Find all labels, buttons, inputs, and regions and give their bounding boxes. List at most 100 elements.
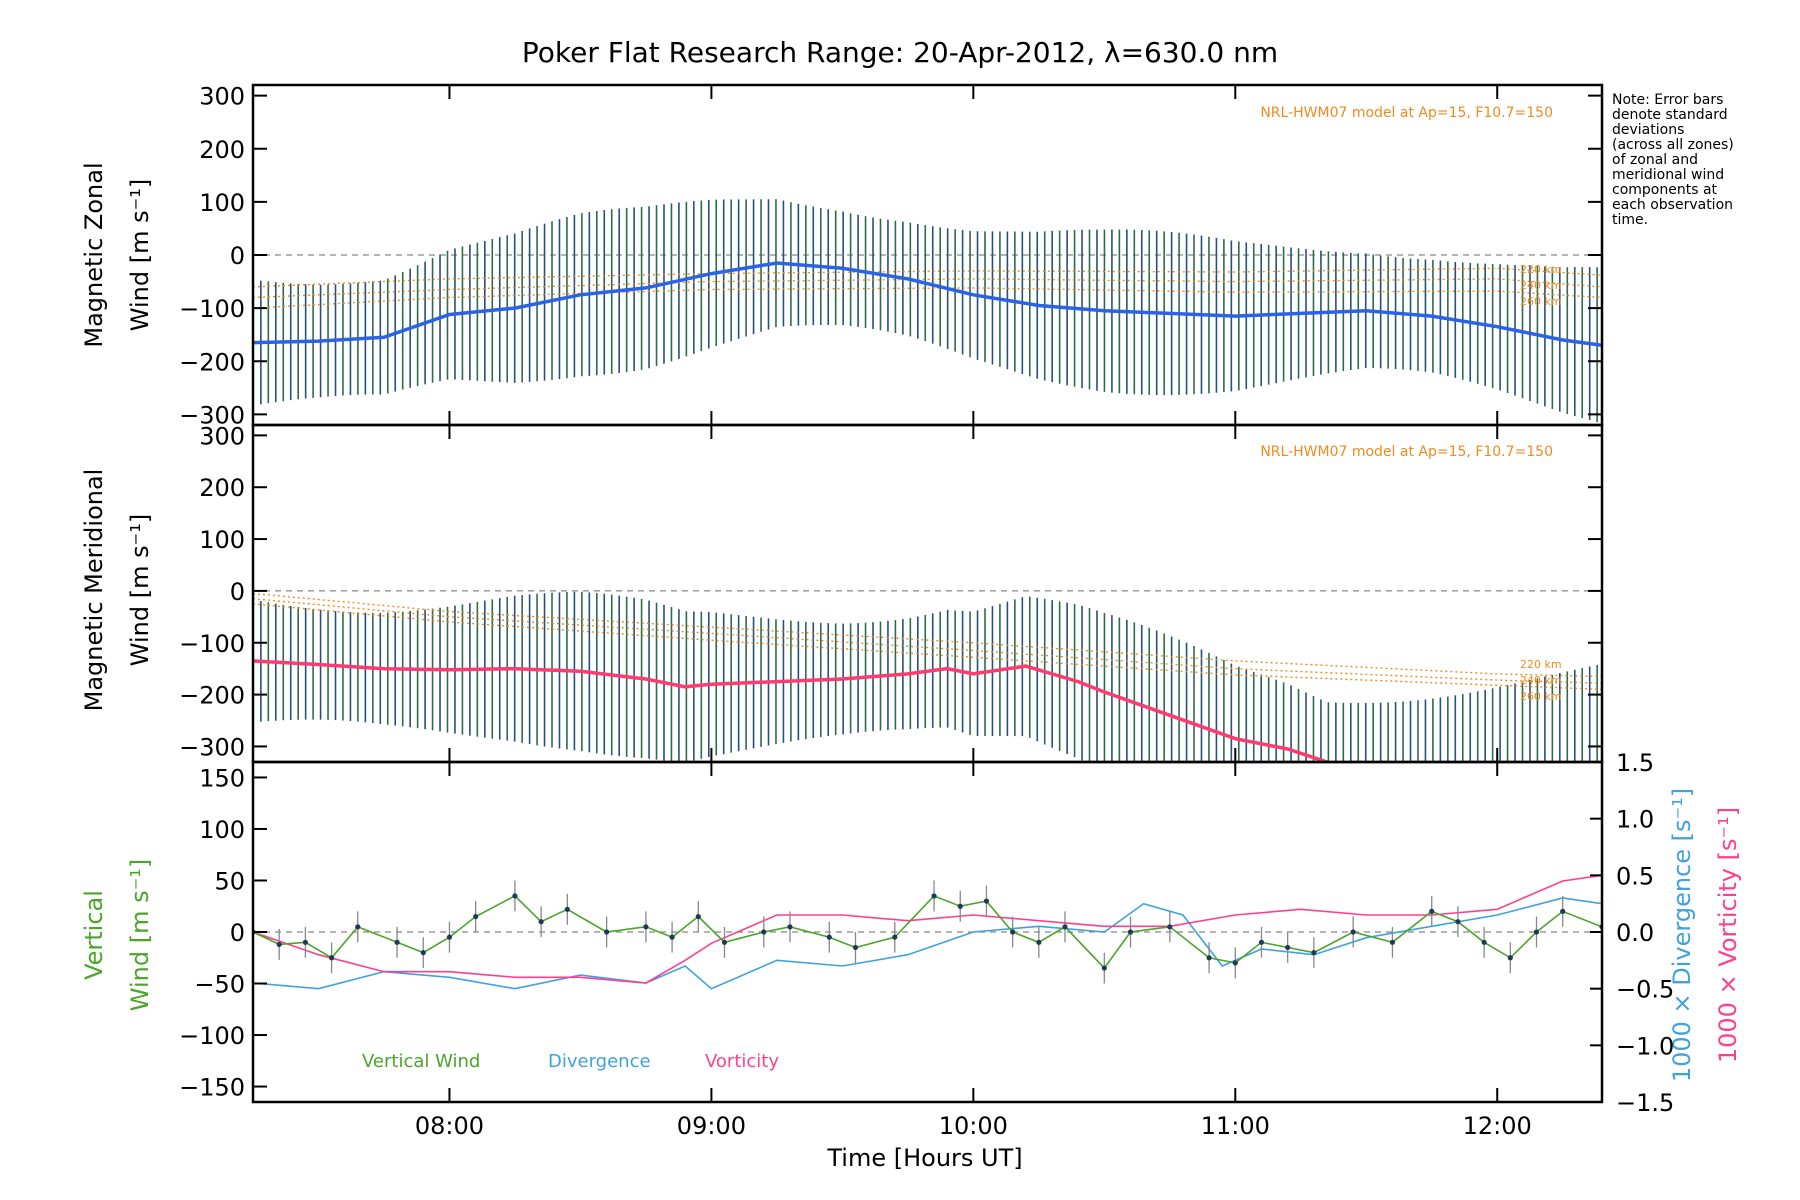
vertical-wind-point (1533, 929, 1540, 935)
note-block: Note: Error bars denote standard deviati… (1612, 92, 1734, 228)
vertical-wind-point (643, 924, 649, 930)
vertical-y-tick-label: −50 (194, 971, 245, 999)
vertical-wind-point (446, 934, 453, 940)
vertical-wind-point (276, 941, 282, 947)
zonal-panel: 220 km 240 km 260 km 300 200 100 0 −100 −200 −300 (179, 83, 1604, 429)
meridional-ylabel-line1: Magnetic Meridional (80, 469, 108, 712)
zonal-model-curve (253, 278, 1602, 299)
vertical-y-tick-label: −100 (179, 1022, 245, 1050)
vertical-wind-point (1010, 929, 1016, 935)
note-line-3: deviations (1612, 122, 1684, 138)
vertical-wind-point (931, 893, 937, 899)
vertical-wind-point (604, 929, 610, 935)
vertical-wind-point (669, 934, 675, 940)
legend-divergence: Divergence (548, 1051, 651, 1072)
right-y-tick-label: −1.5 (1616, 1089, 1674, 1117)
vertical-wind-point (852, 944, 859, 951)
right-y-tick-label: 1.5 (1616, 749, 1654, 777)
meridional-mean-line (253, 659, 1328, 762)
meridional-y-tick-label: −200 (179, 682, 245, 710)
note-line-5: of zonal and (1612, 152, 1698, 168)
vertical-wind-point (761, 929, 767, 935)
vertical-wind-point (1232, 960, 1238, 966)
vertical-wind-point (957, 903, 963, 909)
note-line-8: each observation (1612, 197, 1733, 213)
vertical-wind-point (1311, 950, 1317, 956)
vertical-wind-point (420, 950, 426, 956)
meridional-ylabel-line2: Wind [m s⁻¹] (126, 514, 154, 666)
note-line-4: (across all zones) (1612, 137, 1734, 153)
right-y-tick-label: −0.5 (1616, 976, 1674, 1004)
vertical-wind-point (538, 919, 544, 925)
vertical-wind-point (1350, 929, 1356, 935)
note-line-7: components at (1612, 182, 1718, 198)
note-line-6: meridional wind (1612, 167, 1724, 183)
chart-title: Poker Flat Research Range: 20-Apr-2012, … (522, 36, 1278, 69)
vertical-y-tick-label: 50 (214, 867, 245, 895)
vertical-wind-point (1507, 955, 1513, 961)
zonal-ylabel-line1: Magnetic Zonal (80, 162, 108, 347)
vertical-wind-point (1206, 955, 1212, 961)
vorticity-line (253, 874, 1602, 984)
vertical-panel: 1.5 1.0 0.5 0.0 −0.5 −1.0 −1.5 150 100 50 0 −50 −100… (179, 749, 1674, 1117)
vertical-wind-point (512, 893, 518, 899)
vertical-wind-point (787, 924, 793, 930)
right-y-tick-label: −1.0 (1616, 1032, 1674, 1060)
zonal-ylabel-line2: Wind [m s⁻¹] (126, 179, 154, 331)
meridional-y-tick-label: −100 (179, 630, 245, 658)
zonal-model-label: NRL-HWM07 model at Ap=15, F10.7=150 (1260, 105, 1553, 121)
vertical-wind-point (1481, 939, 1487, 945)
zonal-y-tick-label: −200 (179, 348, 245, 376)
note-line-9: time. (1612, 212, 1648, 228)
meridional-y-tick-label: −300 (179, 733, 245, 761)
legend-vertical-wind: Vertical Wind (362, 1051, 480, 1072)
vertical-wind-point (1062, 924, 1068, 930)
vertical-wind-point (826, 934, 832, 940)
vertical-wind-point (355, 924, 361, 930)
vertical-wind-point (983, 898, 990, 904)
zonal-altitude-label: 240 km (1520, 279, 1562, 292)
vertical-wind-point (1167, 924, 1173, 930)
vertical-wind-point (473, 913, 479, 920)
zonal-y-tick-label: 0 (230, 242, 245, 270)
vertical-wind-point (1258, 939, 1265, 945)
meridional-model-curve (253, 592, 1602, 678)
vertical-wind-point (1560, 908, 1566, 914)
note-line-1: Note: Error bars (1612, 92, 1723, 108)
zonal-y-tick-label: 200 (199, 136, 245, 164)
note-line-2: denote standard (1612, 107, 1728, 123)
zonal-altitude-label: 260 km (1520, 295, 1562, 308)
zonal-model-curve (253, 287, 1602, 309)
vertical-frame (251, 760, 1604, 1104)
x-tick-label: 08:00 (415, 1112, 484, 1140)
zonal-y-tick-label: −300 (179, 401, 245, 429)
x-tick-label: 09:00 (677, 1112, 746, 1140)
vertical-wind-point (695, 913, 701, 920)
vertical-wind-point (721, 939, 728, 945)
meridional-y-tick-label: 200 (199, 474, 245, 502)
divergence-right-label: 1000 × Divergence [s⁻¹] (1668, 788, 1696, 1082)
meridional-model-label: NRL-HWM07 model at Ap=15, F10.7=150 (1260, 444, 1553, 460)
zonal-mean-line (253, 261, 1602, 348)
vertical-wind-point (1127, 929, 1134, 935)
vertical-y-tick-label: 100 (199, 816, 245, 844)
x-tick-label: 12:00 (1463, 1112, 1532, 1140)
vertical-wind-point (1389, 939, 1396, 945)
right-y-tick-label: 1.0 (1616, 806, 1654, 834)
vertical-wind-point (328, 955, 335, 961)
zonal-model-curve (253, 267, 1602, 288)
meridional-altitude-label: 240 km (1520, 674, 1562, 687)
meridional-y-tick-label: 100 (199, 526, 245, 554)
zonal-y-tick-label: 300 (199, 83, 245, 111)
vertical-y-tick-label: −150 (179, 1074, 245, 1102)
vertical-wind-point (1101, 965, 1107, 971)
zonal-altitude-label: 220 km (1520, 263, 1562, 276)
meridional-altitude-label: 260 km (1520, 690, 1562, 703)
vertical-wind-point (1036, 939, 1042, 945)
vertical-wind-point (564, 906, 570, 912)
vertical-ylabel-line2: Wind [m s⁻¹] (126, 859, 154, 1011)
legend-vorticity: Vorticity (705, 1051, 779, 1072)
meridional-y-tick-label: 0 (230, 578, 245, 606)
x-tick-label: 11:00 (1201, 1112, 1270, 1140)
